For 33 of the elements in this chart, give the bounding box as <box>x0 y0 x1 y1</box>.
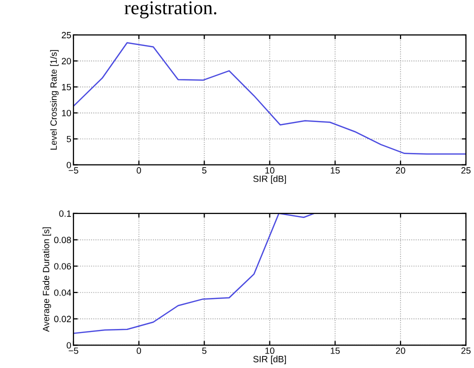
y-tick-label: 0.04 <box>54 289 72 296</box>
text: registration. <box>124 1 216 18</box>
line-series <box>73 42 466 155</box>
y-tick-label: 10 <box>62 110 72 116</box>
x-axis-title: SIR [dB] <box>253 356 286 364</box>
x-tick-label: 10 <box>265 348 274 354</box>
x-tick-label: −5 <box>68 348 78 354</box>
y-tick-label: 15 <box>62 84 72 90</box>
y-tick-label: 0 <box>66 162 72 168</box>
y-axis-title: Level Crossing Rate [1/s] <box>50 50 59 150</box>
y-tick-label: 0.08 <box>54 236 71 244</box>
y-tick-label: 0.02 <box>54 316 71 322</box>
x-tick-label: 15 <box>330 348 340 354</box>
x-tick-label: 25 <box>461 167 471 174</box>
x-tick-label: −5 <box>68 167 78 174</box>
x-tick-label: 25 <box>461 348 471 354</box>
x-tick-label: 10 <box>265 167 274 174</box>
y-tick-label: 5 <box>66 136 72 142</box>
y-tick-label: 0 <box>66 342 72 349</box>
y-tick-label: 25 <box>62 32 72 38</box>
y-axis-title: Average Fade Duration [s] <box>42 227 52 332</box>
line-series <box>73 213 315 334</box>
x-tick-label: 20 <box>396 348 406 354</box>
x-axis-title: SIR [dB] <box>253 175 286 184</box>
y-tick-label: 0.06 <box>54 263 71 270</box>
x-tick-label: 5 <box>202 167 206 174</box>
y-tick-label: 0.1 <box>59 210 71 217</box>
x-tick-label: 5 <box>202 348 206 354</box>
y-tick-label: 20 <box>62 58 72 64</box>
x-tick-label: 0 <box>136 167 142 174</box>
x-tick-label: 0 <box>136 348 142 354</box>
x-tick-label: 15 <box>330 167 340 174</box>
x-tick-label: 20 <box>396 167 406 174</box>
